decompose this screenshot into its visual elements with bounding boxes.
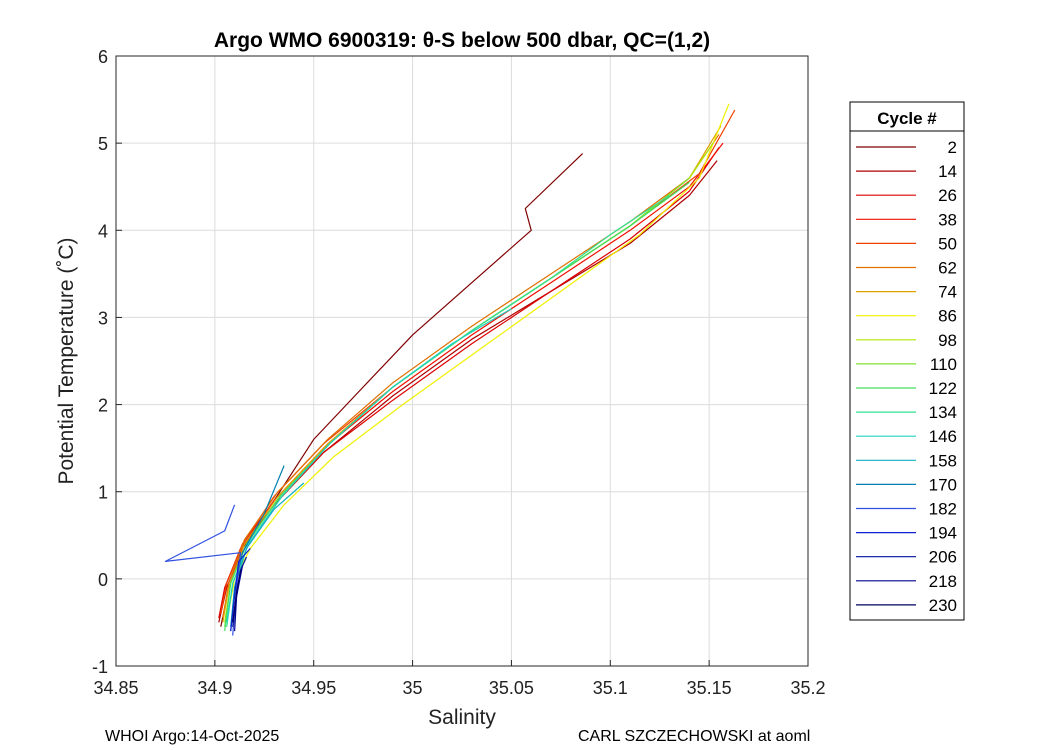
series-line-cycle-146 xyxy=(226,308,512,623)
legend-label: 74 xyxy=(938,283,957,302)
legend-label: 122 xyxy=(929,379,957,398)
legend-label: 14 xyxy=(938,162,957,181)
y-tick-label: 0 xyxy=(98,570,108,590)
y-tick-label: -1 xyxy=(92,657,108,677)
y-tick-label: 2 xyxy=(98,396,108,416)
x-tick-label: 35 xyxy=(403,678,423,698)
x-tick-label: 34.9 xyxy=(197,678,232,698)
legend-label: 98 xyxy=(938,331,957,350)
legend-label: 110 xyxy=(930,355,957,374)
x-tick-label: 34.85 xyxy=(93,678,138,698)
footer-right: CARL SZCZECHOWSKI at aoml xyxy=(578,728,810,745)
legend-title: Cycle # xyxy=(877,109,937,128)
legend-label: 230 xyxy=(929,596,957,615)
series-line-cycle-230 xyxy=(232,569,242,623)
plot-frame xyxy=(115,55,809,667)
y-tick-label: 6 xyxy=(98,47,108,67)
x-axis-label: Salinity xyxy=(428,706,496,729)
legend-label: 50 xyxy=(938,234,957,253)
legend-label: 206 xyxy=(929,548,957,567)
legend-label: 218 xyxy=(929,572,957,591)
legend-label: 2 xyxy=(948,138,957,157)
x-tick-labels: 34.85 34.9 34.95 35 35.05 35.1 35.15 35.2 xyxy=(93,678,825,698)
legend-box xyxy=(849,101,965,621)
series-line-cycle-194 xyxy=(230,547,251,632)
legend-label: 134 xyxy=(929,403,957,422)
plot-background xyxy=(116,56,808,666)
legend-entries: 2 14 26 38 50 62 74 86 98 110 122 134 146 158 170 182 19… xyxy=(856,138,957,615)
series-line-cycle-170 xyxy=(230,465,285,632)
chart-title: Argo WMO 6900319: θ-S below 500 dbar, QC… xyxy=(214,29,710,52)
series-line-cycle-62 xyxy=(222,134,720,619)
series-lines xyxy=(164,103,736,636)
legend-label: 26 xyxy=(938,186,957,205)
x-tick-label: 35.2 xyxy=(790,678,825,698)
legend-label: 86 xyxy=(938,307,957,326)
legend-label: 38 xyxy=(938,210,957,229)
legend-label: 158 xyxy=(929,451,957,470)
legend-label: 194 xyxy=(929,524,957,543)
x-tick-label: 35.05 xyxy=(489,678,534,698)
legend-label: 146 xyxy=(929,427,957,446)
y-tick-label: 4 xyxy=(98,221,108,241)
x-tick-label: 35.1 xyxy=(593,678,628,698)
x-tick-label: 34.95 xyxy=(291,678,336,698)
y-tick-label: 1 xyxy=(98,483,108,503)
footer-left: WHOI Argo:14-Oct-2025 xyxy=(105,728,279,745)
legend: Cycle # 2 14 26 38 50 62 74 86 98 110 122 134 146 158… xyxy=(849,101,965,621)
y-tick-labels: -1 0 1 2 3 4 5 6 xyxy=(92,47,108,677)
series-line-cycle-14 xyxy=(218,160,718,623)
legend-label: 62 xyxy=(938,259,957,278)
legend-label: 170 xyxy=(929,475,957,494)
y-tick-label: 5 xyxy=(98,134,108,154)
legend-label: 182 xyxy=(929,500,957,519)
series-line-cycle-86 xyxy=(226,103,730,623)
y-tick-label: 3 xyxy=(98,308,108,328)
x-tick-label: 35.15 xyxy=(687,678,732,698)
y-axis-label: Potential Temperature (˚C) xyxy=(55,237,78,484)
